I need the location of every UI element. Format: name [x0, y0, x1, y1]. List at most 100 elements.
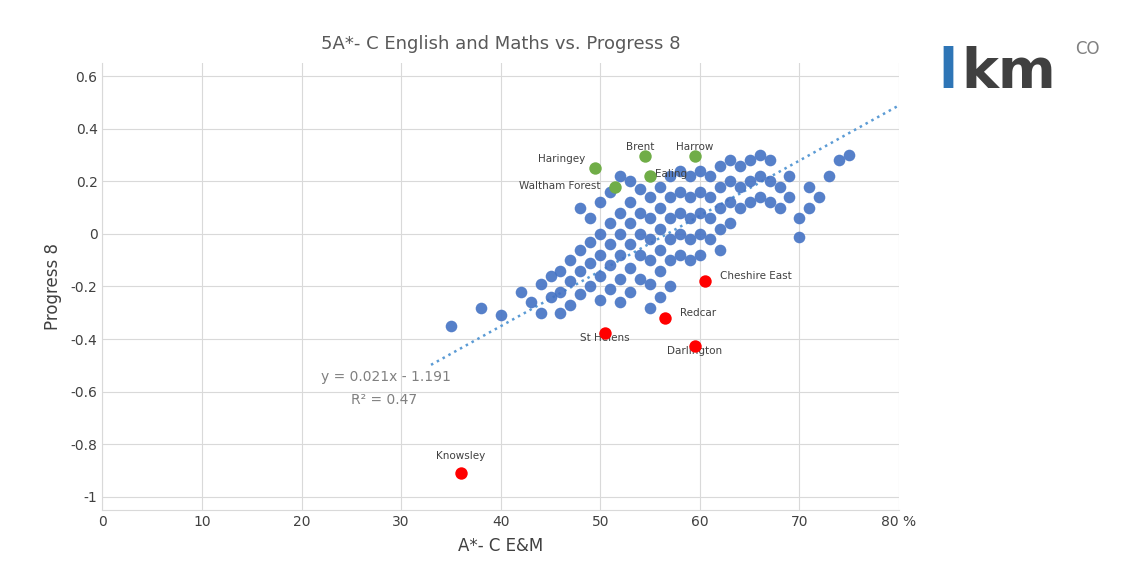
Point: [601, 261, 619, 270]
Point: [636, 152, 654, 161]
Point: [720, 219, 739, 228]
Point: [531, 279, 550, 288]
Point: [770, 203, 789, 212]
Point: [681, 171, 699, 180]
Point: [661, 234, 679, 244]
Point: [601, 219, 619, 228]
Point: [670, 229, 688, 238]
Point: [695, 277, 714, 286]
Point: [611, 298, 629, 307]
Point: [571, 290, 589, 299]
Point: [670, 209, 688, 218]
Point: [681, 234, 699, 244]
Point: [592, 229, 610, 238]
Point: [691, 229, 709, 238]
Point: [582, 214, 600, 223]
Point: [630, 274, 649, 283]
Point: [770, 182, 789, 191]
Point: [720, 156, 739, 165]
Point: [582, 258, 600, 268]
Point: [601, 187, 619, 197]
Point: [800, 182, 818, 191]
Point: [452, 469, 470, 478]
Text: St Helens: St Helens: [580, 333, 630, 343]
Point: [781, 193, 799, 202]
Point: [601, 285, 619, 294]
Point: [582, 282, 600, 291]
Point: [651, 224, 669, 233]
Point: [661, 214, 679, 223]
Point: [611, 250, 629, 260]
Text: Redcar: Redcar: [679, 308, 716, 318]
Point: [701, 234, 719, 244]
Point: [655, 313, 674, 323]
Point: [641, 214, 659, 223]
Point: [511, 287, 529, 296]
Point: [710, 203, 728, 212]
Point: [611, 209, 629, 218]
Text: y = 0.021x - 1.191: y = 0.021x - 1.191: [321, 370, 452, 384]
Point: [741, 198, 759, 207]
Point: [592, 295, 610, 304]
Point: [586, 164, 604, 173]
Point: [661, 282, 679, 291]
Point: [760, 176, 778, 186]
Point: [710, 224, 728, 233]
Point: [681, 193, 699, 202]
Point: [686, 341, 704, 350]
Point: [720, 198, 739, 207]
Point: [611, 229, 629, 238]
Point: [621, 219, 640, 228]
Point: [651, 203, 669, 212]
Point: [661, 256, 679, 265]
Point: [630, 185, 649, 194]
Point: [701, 214, 719, 223]
Point: [651, 292, 669, 301]
Point: [592, 250, 610, 260]
Text: R² = 0.47: R² = 0.47: [352, 394, 418, 407]
Point: [582, 237, 600, 246]
Point: [442, 321, 460, 331]
Y-axis label: Progress 8: Progress 8: [44, 243, 63, 330]
Point: [741, 156, 759, 165]
Point: [621, 287, 640, 296]
Point: [592, 272, 610, 281]
Point: [686, 152, 704, 161]
Point: [710, 161, 728, 170]
Point: [571, 266, 589, 275]
Point: [641, 256, 659, 265]
Point: [641, 234, 659, 244]
Point: [710, 245, 728, 254]
X-axis label: A*- C E&M: A*- C E&M: [459, 537, 543, 555]
Point: [471, 303, 489, 312]
Point: [651, 245, 669, 254]
Point: [621, 264, 640, 273]
Point: [840, 151, 858, 160]
Text: Cheshire East: Cheshire East: [719, 271, 792, 281]
Point: [641, 303, 659, 312]
Point: [601, 240, 619, 249]
Text: Harrow: Harrow: [676, 143, 714, 152]
Point: [691, 187, 709, 197]
Text: Darlington: Darlington: [667, 346, 723, 356]
Text: Brent: Brent: [626, 143, 654, 152]
Point: [542, 292, 560, 301]
Point: [621, 198, 640, 207]
Point: [592, 198, 610, 207]
Point: [760, 198, 778, 207]
Point: [820, 171, 839, 180]
Point: [681, 256, 699, 265]
Point: [670, 250, 688, 260]
Point: [607, 182, 625, 191]
Point: [630, 229, 649, 238]
Point: [651, 266, 669, 275]
Point: [681, 214, 699, 223]
Text: Haringey: Haringey: [538, 154, 585, 164]
Point: [641, 171, 659, 180]
Point: [691, 209, 709, 218]
Point: [731, 161, 749, 170]
Point: [621, 176, 640, 186]
Point: [596, 328, 615, 337]
Point: [731, 203, 749, 212]
Point: [561, 256, 579, 265]
